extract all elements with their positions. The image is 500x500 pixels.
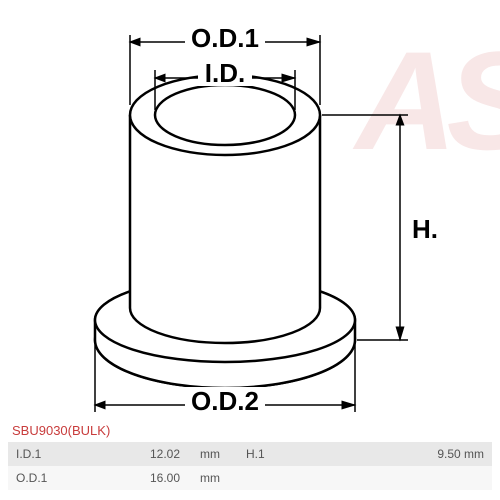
part-number: SBU9030(BULK) (12, 423, 110, 438)
h-label: H. (412, 214, 438, 244)
od1-label: O.D.1 (191, 23, 259, 53)
top-inner-ellipse (155, 85, 295, 145)
table-row: O.D.1 16.00 mm (8, 466, 492, 490)
spec-label: O.D.1 (8, 466, 68, 490)
spec-value: 12.02 (68, 442, 188, 466)
spec-value2 (278, 466, 492, 490)
spec-label2 (228, 466, 278, 490)
spec-table: I.D.1 12.02 mm H.1 9.50 mm O.D.1 16.00 m… (8, 442, 492, 490)
spec-unit: mm (188, 442, 228, 466)
bushing-diagram: O.D.1 I.D. H. O.D.2 (40, 10, 460, 430)
spec-label2: H.1 (228, 442, 278, 466)
spec-unit: mm (188, 466, 228, 490)
od2-label: O.D.2 (191, 386, 259, 416)
id-label: I.D. (205, 58, 245, 88)
spec-label: I.D.1 (8, 442, 68, 466)
spec-value2: 9.50 mm (278, 442, 492, 466)
spec-value: 16.00 (68, 466, 188, 490)
table-row: I.D.1 12.02 mm H.1 9.50 mm (8, 442, 492, 466)
